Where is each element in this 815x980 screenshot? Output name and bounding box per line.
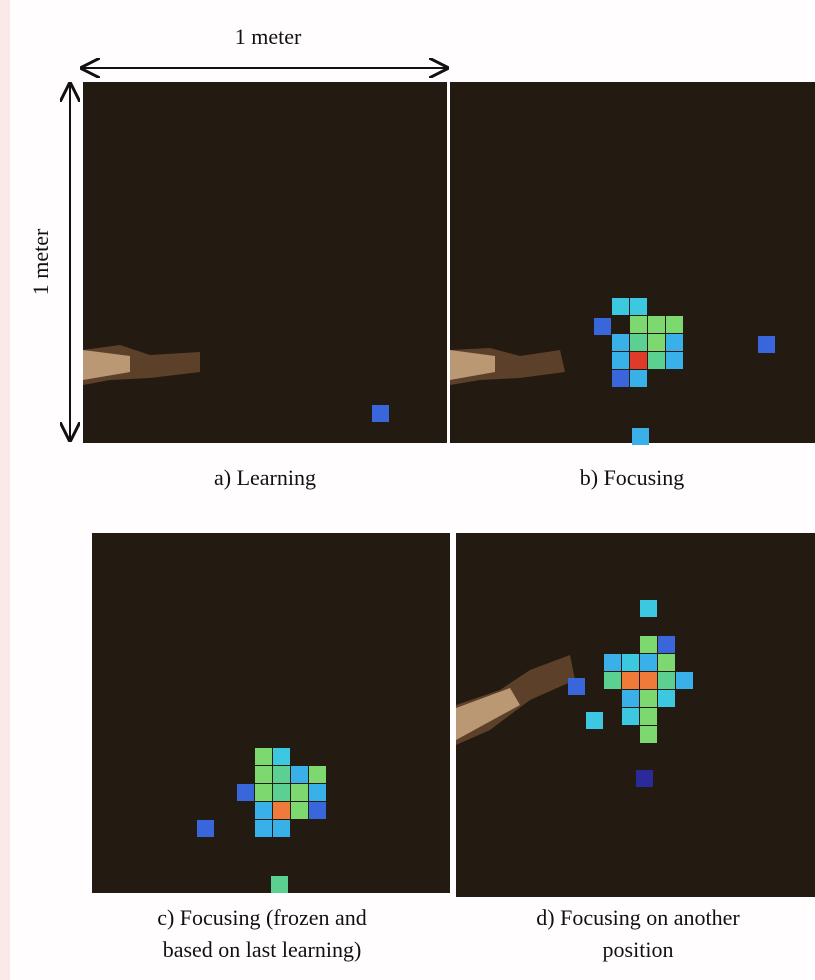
heatmap-cell: [255, 766, 272, 783]
width-label: 1 meter: [235, 24, 302, 49]
heatmap-cell: [271, 876, 288, 893]
heatmap-cell: [372, 405, 389, 422]
heatmap-cell: [640, 726, 657, 743]
heatmap-cell: [658, 636, 675, 653]
heatmap-cell: [630, 352, 647, 369]
heatmap-cell: [658, 654, 675, 671]
heatmap-cell: [273, 766, 290, 783]
heatmap-cell: [594, 318, 611, 335]
heatmap-cell: [666, 352, 683, 369]
heatmap-cell: [640, 600, 657, 617]
heatmap-cell: [237, 784, 254, 801]
heatmap-cell: [273, 802, 290, 819]
panel-image: [450, 82, 815, 443]
heatmap-cell: [568, 678, 585, 695]
caption: position: [603, 937, 674, 962]
heatmap-cell: [309, 802, 326, 819]
panel-image: [83, 82, 447, 443]
heatmap-cell: [309, 766, 326, 783]
heatmap-cell: [255, 748, 272, 765]
heatmap-cell: [658, 690, 675, 707]
heatmap-cell: [658, 672, 675, 689]
heatmap-cell: [630, 298, 647, 315]
heatmap-cell: [622, 690, 639, 707]
heatmap-cell: [586, 712, 603, 729]
heatmap-cell: [640, 636, 657, 653]
heatmap-cell: [648, 334, 665, 351]
heatmap-cell: [632, 428, 649, 445]
heatmap-cell: [604, 654, 621, 671]
caption: d) Focusing on another: [536, 905, 740, 930]
heatmap-cell: [612, 370, 629, 387]
heatmap-cell: [291, 784, 308, 801]
heatmap-cell: [622, 708, 639, 725]
heatmap-cell: [273, 820, 290, 837]
heatmap-cell: [640, 654, 657, 671]
heatmap-cell: [197, 820, 214, 837]
heatmap-cell: [640, 690, 657, 707]
heatmap-cell: [648, 316, 665, 333]
heatmap-cell: [666, 334, 683, 351]
heatmap-cell: [636, 770, 653, 787]
heatmap-cell: [666, 316, 683, 333]
caption: a) Learning: [214, 465, 316, 490]
heatmap-cell: [291, 766, 308, 783]
heatmap-cell: [630, 316, 647, 333]
heatmap-cell: [676, 672, 693, 689]
heatmap-cell: [622, 654, 639, 671]
heatmap-cell: [640, 708, 657, 725]
heatmap-cell: [309, 784, 326, 801]
heatmap-cell: [622, 672, 639, 689]
heatmap-cell: [630, 370, 647, 387]
heatmap-cell: [648, 352, 665, 369]
heatmap-cell: [255, 784, 272, 801]
heatmap-cell: [255, 820, 272, 837]
heatmap-cell: [255, 802, 272, 819]
figure: 1 meter 1 meter a) Learning b) Focusing …: [0, 0, 815, 980]
heatmap-cell: [758, 336, 775, 353]
heatmap-cell: [273, 748, 290, 765]
height-label: 1 meter: [28, 228, 53, 295]
panel-image: [92, 533, 450, 893]
caption: based on last learning): [163, 937, 362, 962]
heatmap-cell: [291, 802, 308, 819]
heatmap-cell: [273, 784, 290, 801]
heatmap-cell: [612, 298, 629, 315]
heatmap-cell: [612, 334, 629, 351]
heatmap-cell: [604, 672, 621, 689]
heatmap-cell: [630, 334, 647, 351]
heatmap-cell: [640, 672, 657, 689]
caption: b) Focusing: [580, 465, 685, 490]
caption: c) Focusing (frozen and: [157, 905, 367, 930]
heatmap-cell: [612, 352, 629, 369]
